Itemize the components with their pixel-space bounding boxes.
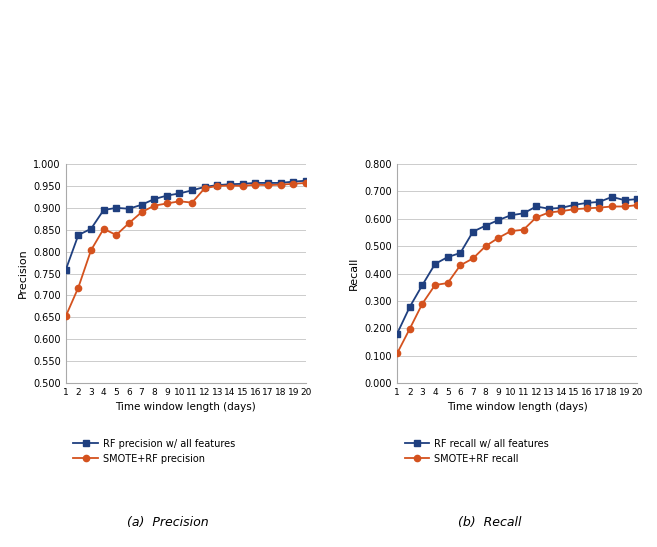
SMOTE+RF recall (419, 300, 426, 307)
RF precision w/ all features (252, 179, 260, 186)
RF recall w/ all features (431, 261, 439, 267)
SMOTE+RF recall (457, 262, 464, 269)
SMOTE+RF precision (277, 182, 284, 188)
RF precision w/ all features (201, 184, 209, 190)
RF precision w/ all features (163, 193, 171, 199)
RF recall w/ all features (583, 200, 591, 206)
Line: RF precision w/ all features: RF precision w/ all features (62, 178, 309, 273)
SMOTE+RF recall (545, 209, 553, 216)
Legend: RF recall w/ all features, SMOTE+RF recall: RF recall w/ all features, SMOTE+RF reca… (402, 436, 552, 467)
Text: (b)  Recall: (b) Recall (458, 516, 521, 529)
SMOTE+RF recall (469, 255, 477, 261)
Line: RF recall w/ all features: RF recall w/ all features (394, 194, 641, 337)
Y-axis label: Recall: Recall (349, 257, 359, 290)
SMOTE+RF recall (558, 208, 566, 214)
SMOTE+RF recall (443, 280, 451, 287)
Line: SMOTE+RF precision: SMOTE+RF precision (62, 180, 309, 319)
SMOTE+RF precision (163, 200, 171, 207)
X-axis label: Time window length (days): Time window length (days) (116, 402, 256, 412)
X-axis label: Time window length (days): Time window length (days) (447, 402, 587, 412)
SMOTE+RF precision (238, 183, 246, 189)
Line: SMOTE+RF recall: SMOTE+RF recall (394, 202, 641, 357)
SMOTE+RF precision (137, 209, 145, 216)
RF precision w/ all features (62, 267, 70, 274)
SMOTE+RF precision (226, 182, 234, 189)
SMOTE+RF precision (62, 313, 70, 319)
SMOTE+RF recall (633, 202, 641, 208)
RF recall w/ all features (595, 199, 603, 205)
RF recall w/ all features (520, 210, 528, 217)
RF recall w/ all features (494, 217, 502, 224)
RF recall w/ all features (457, 249, 464, 256)
SMOTE+RF precision (100, 225, 108, 232)
RF recall w/ all features (608, 194, 616, 200)
RF recall w/ all features (406, 304, 414, 310)
RF precision w/ all features (175, 190, 183, 197)
SMOTE+RF precision (201, 185, 209, 191)
RF recall w/ all features (469, 229, 477, 235)
RF precision w/ all features (87, 225, 95, 232)
RF recall w/ all features (633, 196, 641, 202)
SMOTE+RF recall (608, 203, 616, 210)
RF recall w/ all features (393, 330, 401, 337)
RF precision w/ all features (226, 181, 234, 188)
Legend: RF precision w/ all features, SMOTE+RF precision: RF precision w/ all features, SMOTE+RF p… (70, 436, 238, 467)
SMOTE+RF recall (520, 226, 528, 233)
SMOTE+RF precision (175, 198, 183, 205)
Text: (a)  Precision: (a) Precision (127, 516, 208, 529)
SMOTE+RF precision (74, 284, 82, 291)
RF recall w/ all features (621, 197, 629, 203)
SMOTE+RF recall (393, 350, 401, 357)
SMOTE+RF precision (302, 179, 310, 186)
SMOTE+RF precision (125, 220, 133, 226)
SMOTE+RF recall (431, 282, 439, 288)
RF precision w/ all features (289, 178, 297, 185)
SMOTE+RF recall (507, 228, 515, 234)
SMOTE+RF precision (252, 182, 260, 188)
SMOTE+RF precision (289, 181, 297, 187)
RF recall w/ all features (558, 205, 566, 211)
Y-axis label: Precision: Precision (18, 249, 28, 298)
RF recall w/ all features (545, 205, 553, 212)
SMOTE+RF recall (406, 325, 414, 332)
SMOTE+RF recall (482, 243, 489, 249)
SMOTE+RF recall (583, 205, 591, 212)
SMOTE+RF precision (214, 183, 221, 189)
RF precision w/ all features (264, 179, 272, 186)
SMOTE+RF recall (494, 235, 502, 241)
RF precision w/ all features (74, 232, 82, 238)
SMOTE+RF precision (188, 199, 196, 206)
RF recall w/ all features (419, 282, 426, 288)
SMOTE+RF precision (87, 247, 95, 254)
SMOTE+RF recall (595, 204, 603, 211)
RF recall w/ all features (482, 223, 489, 229)
SMOTE+RF recall (532, 214, 540, 220)
SMOTE+RF recall (570, 206, 578, 212)
SMOTE+RF recall (621, 203, 629, 210)
RF recall w/ all features (570, 201, 578, 208)
RF precision w/ all features (112, 205, 120, 211)
RF precision w/ all features (137, 201, 145, 208)
RF precision w/ all features (238, 181, 246, 187)
RF precision w/ all features (188, 187, 196, 194)
RF recall w/ all features (507, 212, 515, 219)
RF precision w/ all features (150, 196, 158, 202)
RF precision w/ all features (277, 179, 284, 186)
RF precision w/ all features (214, 182, 221, 188)
SMOTE+RF precision (264, 182, 272, 188)
RF recall w/ all features (532, 203, 540, 210)
SMOTE+RF precision (150, 202, 158, 209)
RF precision w/ all features (302, 177, 310, 184)
RF precision w/ all features (125, 206, 133, 212)
SMOTE+RF precision (112, 232, 120, 238)
RF recall w/ all features (443, 254, 451, 260)
RF precision w/ all features (100, 207, 108, 213)
